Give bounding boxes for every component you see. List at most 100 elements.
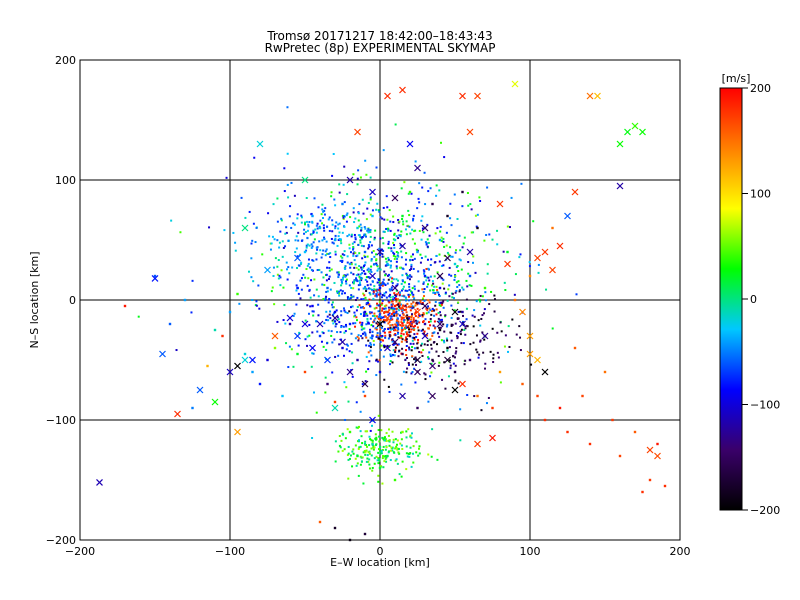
density-dot <box>445 231 448 234</box>
density-dot <box>369 312 372 315</box>
data-point-cross <box>646 446 654 454</box>
density-dot <box>390 280 393 283</box>
density-dot <box>339 255 342 258</box>
density-dot <box>412 445 415 448</box>
data-point-cross <box>331 314 339 322</box>
density-dot <box>402 304 405 307</box>
density-dot <box>400 187 403 190</box>
density-dot <box>411 363 414 366</box>
cross-stroke <box>256 140 264 148</box>
density-dot <box>366 454 369 457</box>
density-dot <box>335 323 338 326</box>
data-point-dot <box>251 370 254 374</box>
density-dot <box>408 348 411 351</box>
density-dot <box>394 350 397 353</box>
density-dot <box>413 336 416 339</box>
data-point-dot <box>318 520 322 524</box>
density-dot <box>300 216 303 219</box>
density-dot <box>391 282 394 285</box>
density-dot <box>377 337 380 340</box>
density-dot <box>404 315 407 318</box>
density-dot <box>366 430 369 433</box>
density-dot <box>299 279 302 282</box>
density-dot <box>234 249 237 252</box>
data-point-cross <box>631 122 639 130</box>
density-dot <box>443 361 446 364</box>
density-dot <box>363 264 366 267</box>
density-dot <box>406 455 409 458</box>
cross-stroke <box>294 332 301 340</box>
density-dot <box>351 351 354 354</box>
density-dot <box>305 244 308 247</box>
density-dot <box>347 458 350 461</box>
density-dot <box>408 328 411 331</box>
density-dot <box>310 233 313 236</box>
data-point-dot <box>378 286 382 290</box>
density-dot <box>357 447 360 450</box>
density-dot <box>397 255 400 258</box>
density-dot <box>420 360 423 363</box>
density-dot <box>414 381 417 384</box>
data-point-cross <box>444 254 451 262</box>
density-dot <box>421 354 424 357</box>
density-dot <box>290 226 293 229</box>
density-dot <box>358 225 361 228</box>
cross-stroke <box>301 176 309 184</box>
density-dot <box>282 286 285 289</box>
cross-stroke <box>151 274 159 282</box>
density-dot <box>424 378 427 381</box>
cross-stroke <box>399 86 406 94</box>
density-dot <box>466 192 469 195</box>
density-dot <box>397 343 400 346</box>
cross-stroke <box>594 92 601 100</box>
density-dot <box>375 358 378 361</box>
density-dot <box>395 310 398 313</box>
data-point-dot <box>641 490 644 494</box>
density-dot <box>381 283 384 286</box>
density-dot <box>340 310 343 313</box>
density-dot <box>273 303 276 306</box>
density-dot <box>449 367 452 370</box>
cross-stroke <box>646 446 654 454</box>
density-dot <box>405 338 408 341</box>
density-dot <box>345 280 348 283</box>
density-dot <box>414 324 417 327</box>
density-dot <box>391 305 394 308</box>
data-point-cross <box>436 320 444 328</box>
data-point-cross <box>414 368 421 376</box>
data-point-cross <box>249 356 256 364</box>
density-dot <box>422 269 425 272</box>
y-tick-label: −200 <box>46 534 76 547</box>
density-dot <box>435 184 438 187</box>
density-dot <box>350 261 353 264</box>
data-point-dot <box>663 484 667 488</box>
density-dot <box>455 281 458 284</box>
density-dot <box>300 277 303 280</box>
density-dot <box>360 328 363 331</box>
y-tick-label: 100 <box>55 174 76 187</box>
density-dot <box>223 229 226 232</box>
cross-stroke <box>346 368 354 376</box>
density-dot <box>240 196 243 199</box>
density-dot <box>292 314 295 317</box>
density-dot <box>365 218 368 221</box>
density-dot <box>326 266 329 269</box>
density-dot <box>391 449 394 452</box>
density-dot <box>445 325 448 328</box>
density-dot <box>332 152 335 155</box>
density-dot <box>412 461 415 464</box>
density-dot <box>396 448 399 451</box>
density-dot <box>352 452 355 455</box>
density-dot <box>464 359 467 362</box>
density-dot <box>409 434 412 437</box>
density-dot <box>385 291 388 294</box>
density-dot <box>391 323 394 326</box>
density-dot <box>344 265 347 268</box>
density-dot <box>436 458 439 461</box>
density-dot <box>383 282 386 285</box>
density-dot <box>367 301 370 304</box>
density-dot <box>358 304 361 307</box>
density-dot <box>394 123 397 126</box>
density-dot <box>412 230 415 233</box>
density-dot <box>426 258 429 261</box>
